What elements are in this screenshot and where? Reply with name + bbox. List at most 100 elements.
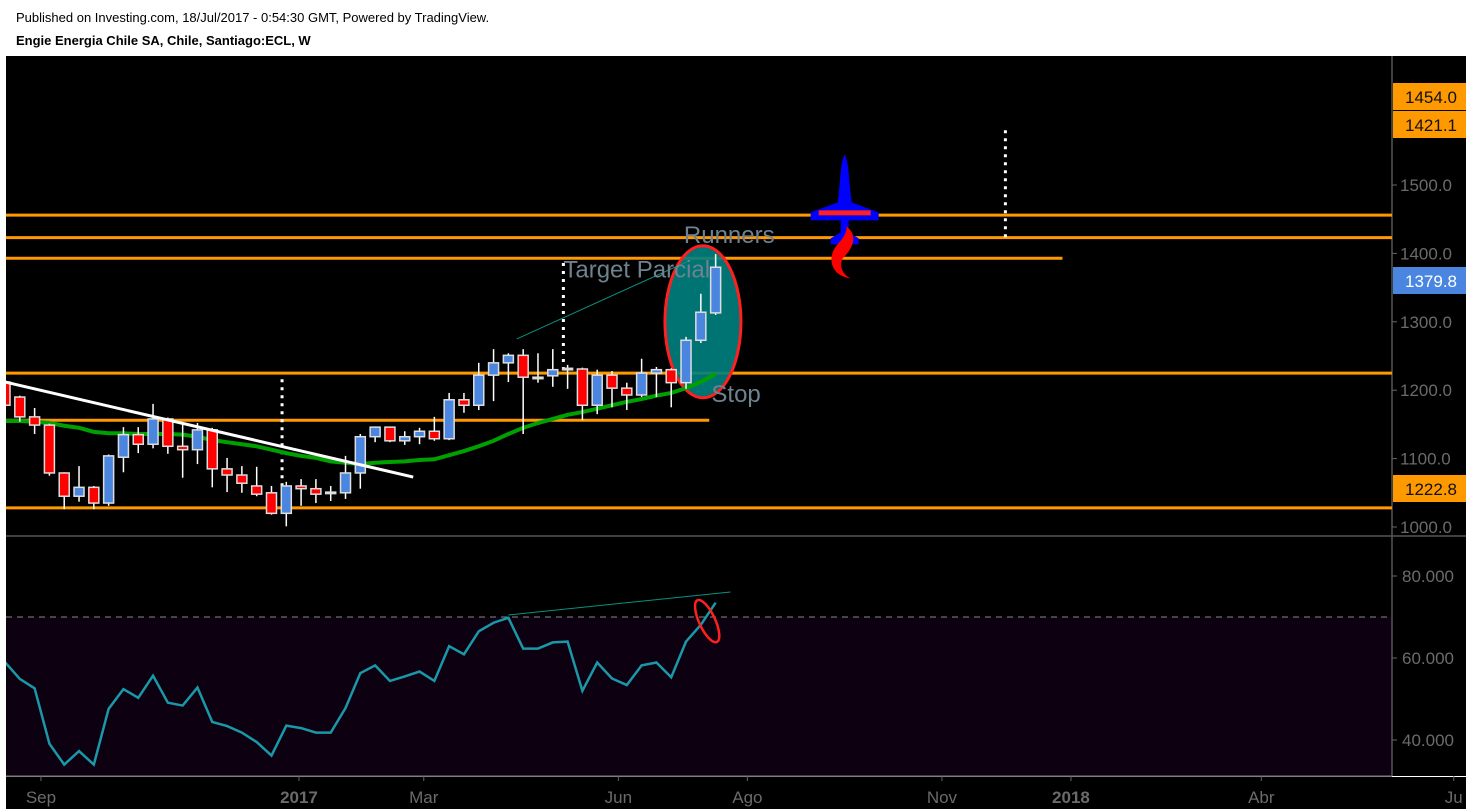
symbol-title: Engie Energia Chile SA, Chile, Santiago:…	[16, 33, 311, 48]
rsi-divergence-line	[508, 591, 731, 616]
candle-body	[709, 266, 722, 314]
candle	[295, 479, 307, 506]
candle-body	[354, 435, 367, 474]
flame-icon	[831, 226, 854, 279]
rsi-highlight-ellipse	[693, 598, 721, 644]
time-tick-label: Nov	[927, 788, 958, 807]
time-tick-label: Ju	[1445, 788, 1463, 807]
candle	[561, 364, 574, 389]
candle-body	[132, 433, 144, 445]
candle	[191, 423, 204, 465]
candle-body	[398, 435, 411, 442]
price-tag	[1393, 83, 1472, 110]
annotation-label: Stop	[711, 381, 760, 408]
candle-body	[191, 429, 204, 451]
candle-body	[458, 399, 470, 406]
candle-body	[428, 430, 441, 440]
candle	[14, 395, 26, 422]
candle	[458, 392, 470, 413]
candle	[102, 454, 115, 506]
candle-body	[280, 485, 293, 515]
candle	[517, 349, 529, 434]
price-tag	[1393, 111, 1472, 138]
candle-body	[576, 368, 589, 406]
candle	[473, 362, 485, 411]
candle	[413, 427, 426, 445]
candle-body	[680, 339, 692, 384]
price-tag	[1393, 267, 1472, 294]
annotation-label: Runners	[684, 222, 775, 249]
candle	[88, 485, 100, 510]
jet-body	[810, 154, 879, 245]
candle-body	[117, 433, 130, 458]
candle	[117, 427, 130, 473]
candle-body	[6, 381, 11, 406]
jet-stripe	[818, 210, 871, 216]
candle	[547, 349, 559, 387]
price-tick-label: 1400.0	[1400, 244, 1452, 263]
candle-body	[58, 472, 70, 497]
price-tag-label: 1222.8	[1405, 480, 1457, 499]
candle	[58, 472, 70, 510]
price-tag-label: 1379.8	[1405, 272, 1457, 291]
time-axis-background	[6, 777, 1466, 809]
candle	[680, 336, 692, 389]
divergence-line	[516, 259, 691, 340]
rsi-pane	[6, 591, 1392, 767]
candle	[324, 485, 337, 502]
candle-body	[310, 487, 322, 495]
candle-body	[384, 426, 396, 442]
candle	[621, 382, 633, 411]
candle-body	[73, 486, 85, 497]
candle	[73, 466, 85, 502]
candle-body	[339, 472, 352, 494]
candle-body	[606, 374, 618, 389]
candle	[43, 423, 56, 476]
candle	[502, 353, 515, 382]
candle	[665, 368, 677, 408]
descending-trendline	[6, 380, 414, 479]
candle	[265, 485, 278, 515]
price-tag	[1393, 475, 1472, 502]
candle-body	[236, 474, 248, 484]
candle-body	[176, 445, 189, 451]
candle	[221, 457, 233, 493]
candle-body	[369, 426, 381, 438]
candle-body	[443, 399, 455, 440]
candle-body	[621, 387, 633, 396]
candle	[6, 381, 11, 406]
candle	[576, 367, 589, 421]
candle-body	[413, 430, 426, 438]
candle-body	[324, 491, 337, 495]
candle	[176, 423, 189, 478]
candle	[487, 349, 500, 402]
candle-body	[473, 374, 485, 406]
candle-body	[665, 368, 677, 384]
candle-body	[43, 424, 56, 474]
candle	[591, 369, 603, 415]
price-tick-label: 1100.0	[1400, 450, 1451, 469]
candle	[310, 479, 322, 504]
rsi-tick-label: 80.000	[1402, 567, 1454, 586]
candle-body	[532, 376, 544, 380]
rsi-line	[6, 601, 717, 767]
price-tag-label: 1421.1	[1405, 116, 1457, 135]
candle-body	[295, 485, 307, 490]
candle	[695, 293, 707, 344]
candle-body	[14, 396, 26, 418]
price-tick-label: 1000.0	[1400, 518, 1452, 537]
price-tick-label: 1500.0	[1400, 176, 1452, 195]
candle	[384, 426, 396, 443]
time-tick-label: Ago	[732, 788, 762, 807]
rsi-band	[6, 617, 1392, 776]
time-tick-label: 2018	[1052, 788, 1090, 807]
candle	[250, 466, 263, 497]
candle	[606, 371, 618, 408]
price-tick-label: 1300.0	[1400, 313, 1452, 332]
candle	[339, 455, 352, 499]
candle-body	[502, 354, 515, 364]
candle-body	[250, 485, 263, 495]
candle-body	[591, 374, 603, 406]
published-caption: Published on Investing.com, 18/Jul/2017 …	[16, 10, 490, 25]
